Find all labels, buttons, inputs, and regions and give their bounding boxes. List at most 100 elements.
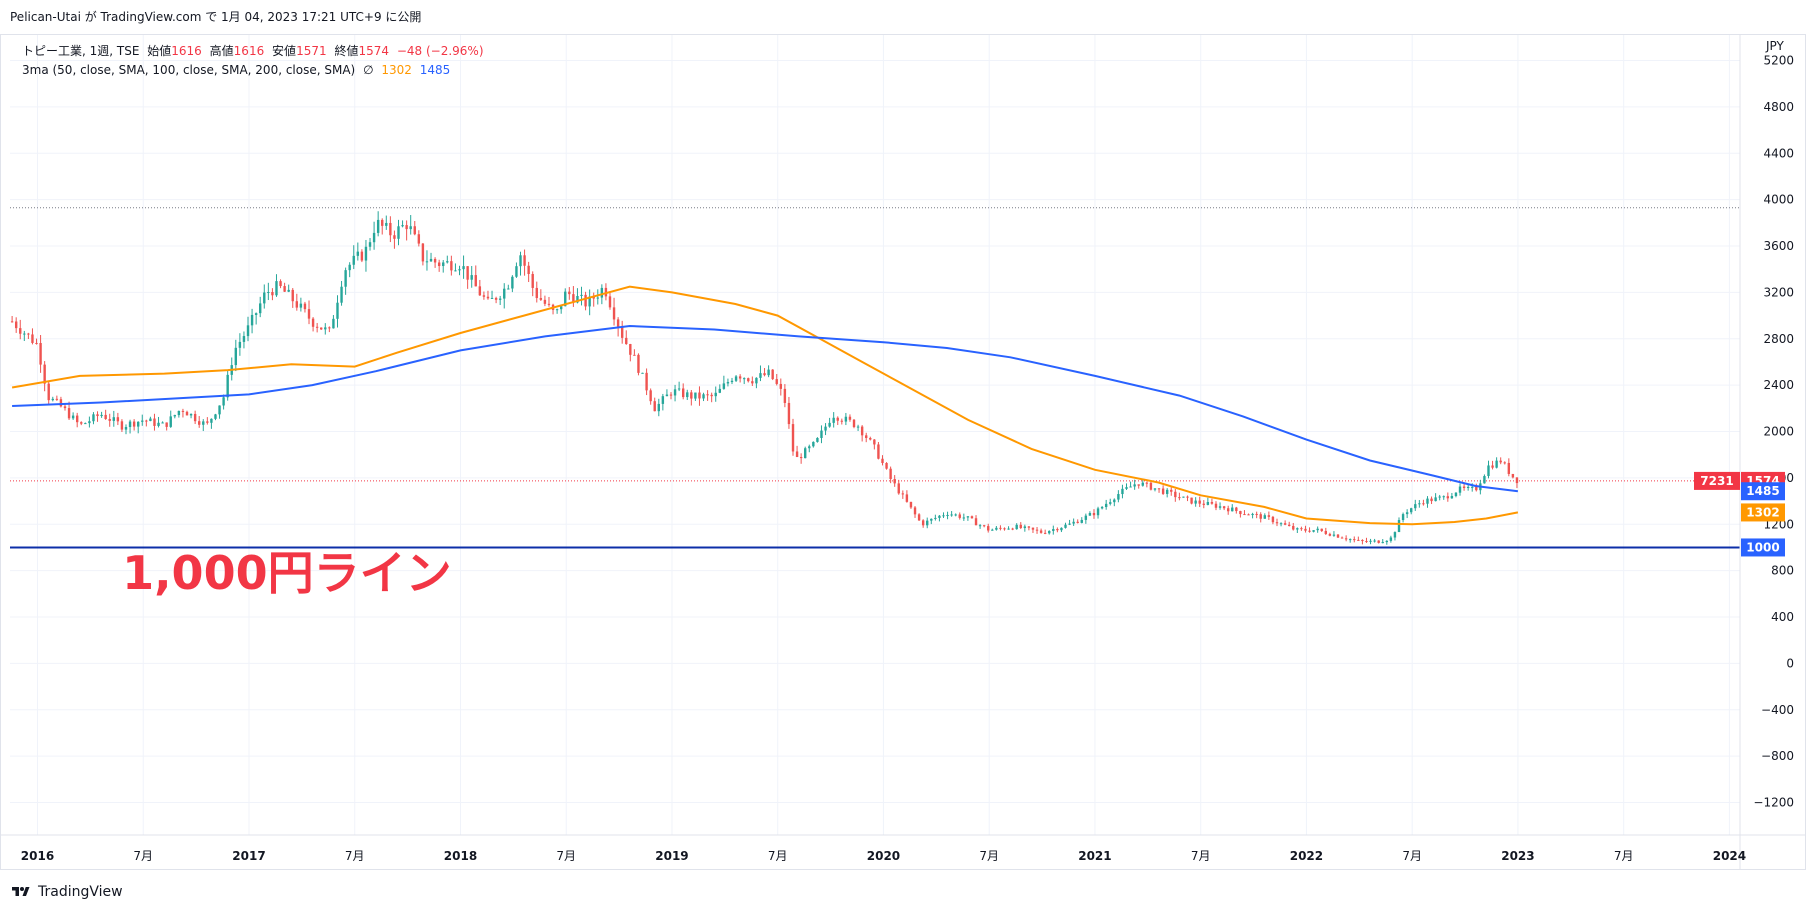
candle-body [1214,503,1218,508]
candle-body [1483,476,1486,484]
candle-body [283,286,286,292]
indicator-visibility-icon[interactable]: ∅ [363,63,374,77]
candle-body [222,397,225,406]
candle-body [669,394,673,396]
candle-body [372,232,376,243]
candle-body [185,411,189,416]
candle-body [1365,541,1368,543]
candle-body [580,294,583,296]
candle-body [1450,496,1454,499]
candle-body [80,422,83,424]
candle-body [1255,513,1258,515]
price-chart[interactable]: 5200480044004000360032002800240020001600… [0,0,1806,870]
candle-body [865,435,868,439]
candle-body [454,270,457,272]
candle-body [55,398,59,400]
y-tick-label: 4800 [1763,100,1794,114]
candle-body [315,326,319,328]
candle-body [1316,528,1319,531]
x-tick-label: 2020 [867,849,900,863]
y-tick-label: 4400 [1763,146,1794,160]
price-axis[interactable]: 5200480044004000360032002800240020001600… [1739,34,1794,870]
footer-brand[interactable]: TradingView [10,884,123,900]
candle-body [51,398,54,401]
candle-body [1133,484,1136,487]
symbol-name[interactable]: トピー工業, 1週, TSE [22,44,140,58]
candle-body [507,288,510,290]
candle-body [974,518,978,526]
candle-body [665,394,669,397]
candle-body [1499,460,1502,463]
candle-body [1263,515,1266,519]
candle-body [397,226,400,239]
x-tick-label: 7月 [133,849,153,863]
candle-body [1161,488,1165,494]
candle-body [1454,492,1458,497]
indicator-legend[interactable]: 3ma (50, close, SMA, 100, close, SMA, 20… [22,63,454,77]
candle-body [1369,540,1372,542]
candle-body [503,288,506,299]
candle-body [1292,525,1295,530]
candle-body [1125,487,1128,489]
y-tick-label: 5200 [1763,54,1794,68]
candle-body [39,342,42,365]
candle-body [14,321,18,329]
candle-body [401,225,404,227]
candle-body [995,527,998,530]
candle-body [722,383,726,389]
candle-body [743,378,746,380]
candle-body [1422,503,1425,505]
candle-body [141,420,144,422]
time-axis[interactable]: 2016 7月 2017 7月 2018 7月 2019 7月 2020 7月 2021 7月 2022… [0,834,1806,863]
candle-body [271,292,274,296]
candle-body [1117,494,1120,500]
candle-body [254,313,258,315]
candle-body [27,333,30,335]
x-tick-label: 2021 [1078,849,1111,863]
candle-body [816,437,819,442]
candle-body [930,518,933,521]
candle-body [112,417,115,421]
y-tick-label: 4000 [1763,193,1794,207]
price-tag-label-line: 1000 [1746,540,1779,554]
candle-body [938,515,941,518]
candle-body [206,421,209,423]
x-tick-label: 7月 [556,849,576,863]
candle-body [1389,537,1393,541]
indicator-name[interactable]: 3ma (50, close, SMA, 100, close, SMA, 20… [22,63,356,77]
candle-body [320,327,323,330]
candle-body [307,309,311,319]
close-label: 終値1574 [334,44,389,58]
candle-body [905,494,909,502]
candle-body [747,378,750,382]
candle-body [523,255,526,266]
candle-body [584,294,587,307]
candle-body [954,514,957,516]
candle-body [730,380,734,383]
candle-body [71,415,75,419]
candle-body [718,388,721,393]
candle-body [1109,502,1112,504]
candle-body [1023,526,1027,529]
candle-body [1393,532,1397,538]
candle-body [702,394,705,399]
candle-body [1182,496,1185,498]
candle-body [645,372,648,391]
candle-body [677,388,681,390]
candle-body [625,337,628,345]
candle-body [840,420,844,422]
candle-body [466,266,469,280]
candle-body [136,421,140,427]
candle-body [1397,520,1401,533]
x-tick-label: 7月 [768,849,788,863]
candle-body [1247,514,1250,516]
candle-body [755,377,758,384]
candle-body [681,388,685,398]
candle-body [909,501,913,508]
y-tick-label: 2400 [1763,378,1794,392]
candle-body [35,342,38,344]
candle-body [539,298,543,300]
candle-body [486,296,490,299]
candle-body [299,303,303,308]
candle-body [1064,524,1067,528]
